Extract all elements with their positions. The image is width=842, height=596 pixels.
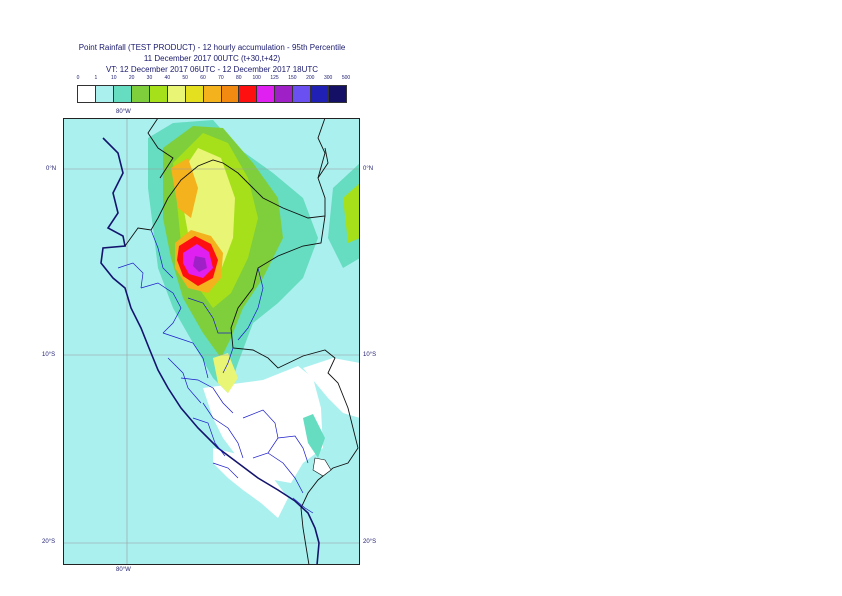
rainfall-map (63, 118, 360, 565)
title-line-1: Point Rainfall (TEST PRODUCT) - 12 hourl… (78, 43, 346, 52)
map-title-block: Point Rainfall (TEST PRODUCT) - 12 hourl… (0, 42, 424, 75)
legend-swatch (221, 86, 240, 102)
legend-swatch (131, 86, 150, 102)
map-frame (63, 118, 360, 565)
legend-swatch (311, 86, 330, 102)
border-ecuador-peru (124, 147, 329, 247)
lon-label-top: 80°W (116, 109, 131, 115)
lon-label-bottom: 80°W (116, 567, 131, 573)
legend-label: 80 (236, 75, 242, 81)
lat-label-right-20: 20°S (363, 539, 377, 545)
legend-label: 50 (182, 75, 188, 81)
legend-label: 150 (288, 75, 297, 81)
legend-swatch (167, 86, 186, 102)
title-line-2: 11 December 2017 00UTC (t+30,t+42) (143, 54, 281, 63)
legend-swatch (95, 86, 114, 102)
legend-swatch (203, 86, 222, 102)
rain-band-south-east (303, 414, 325, 458)
legend-swatch (239, 86, 258, 102)
admin-boundaries (117, 229, 314, 514)
lat-label-left-0: 0°N (46, 166, 57, 172)
rain-band-10-east (328, 163, 360, 268)
legend-label: 40 (164, 75, 171, 81)
legend-label: 20 (128, 75, 135, 81)
legend-label: 300 (323, 75, 333, 81)
legend-swatch (149, 86, 168, 102)
legend-label: 100 (252, 75, 261, 81)
lat-label-right-10: 10°S (363, 352, 377, 358)
legend-label: 125 (270, 75, 279, 81)
border-colombia (147, 118, 174, 179)
legend-label: 1 (94, 75, 98, 81)
legend-swatch (78, 86, 96, 102)
legend-label: 500 (341, 75, 351, 81)
lat-label-right-0: 0°N (363, 166, 374, 172)
legend-label: 60 (200, 75, 206, 81)
graticule (63, 118, 360, 565)
legend-label: 10 (110, 75, 117, 81)
legend-swatch (275, 86, 294, 102)
rain-max-125 (193, 256, 207, 272)
legend-label: 30 (146, 75, 153, 81)
rain-band-south-yellow (213, 353, 238, 393)
lake-titicaca (312, 457, 332, 477)
legend-swatch (257, 86, 276, 102)
legend-label: 70 (218, 75, 224, 81)
rainfall-legend: 0 1 10 20 30 40 50 60 70 80 100 125 150 200 300 500 (76, 75, 351, 103)
dry-area-south (203, 366, 323, 483)
coastline (100, 137, 320, 565)
border-colombia-brazil (317, 118, 326, 179)
legend-label: 200 (306, 75, 315, 81)
legend-swatch (113, 86, 132, 102)
legend-swatch (185, 86, 204, 102)
legend-label: 0 (76, 75, 80, 81)
rain-band-30-east (343, 183, 360, 243)
map-svg (63, 118, 360, 565)
dry-area-coast (213, 448, 288, 518)
title-line-3: VT: 12 December 2017 06UTC - 12 December… (105, 65, 319, 74)
lat-label-left-20: 20°S (42, 539, 56, 545)
legend-labels: 0 1 10 20 30 40 50 60 70 80 100 125 150 200 300 500 (76, 75, 351, 84)
legend-swatch (329, 86, 347, 102)
legend-swatch (293, 86, 312, 102)
legend-color-bar (77, 85, 347, 103)
lat-label-left-10: 10°S (42, 352, 56, 358)
rain-band-60 (171, 158, 198, 218)
